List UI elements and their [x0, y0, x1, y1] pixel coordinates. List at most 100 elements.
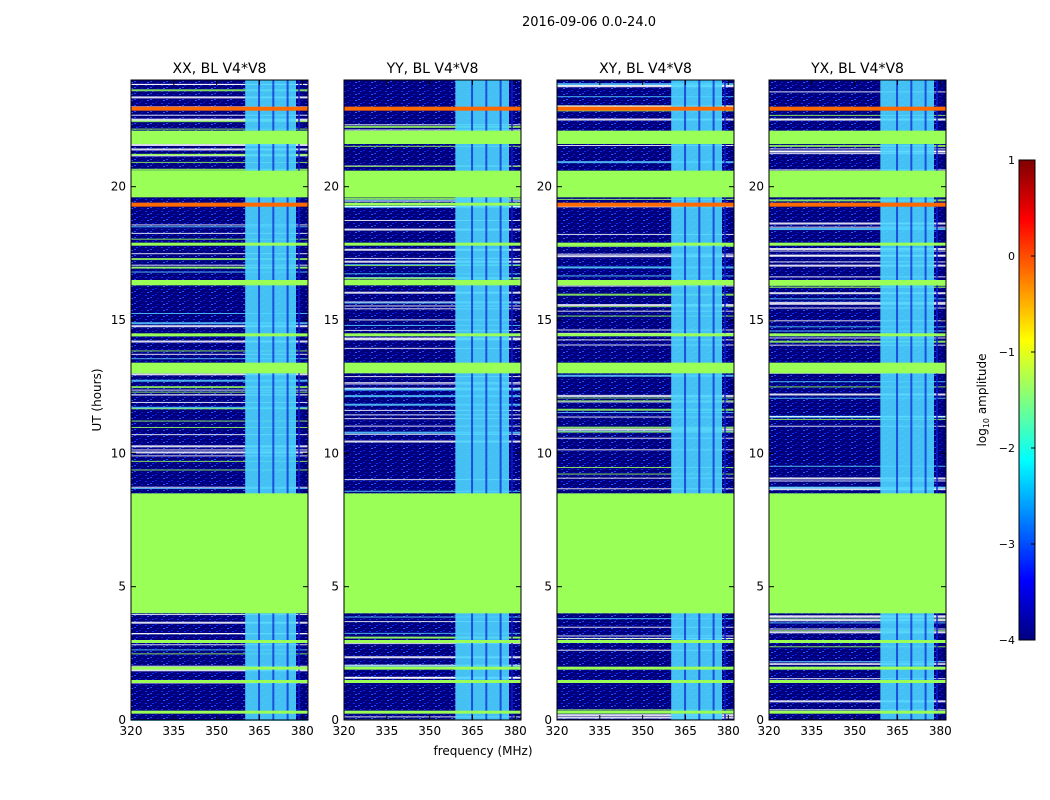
colorbar-tick-label: −2: [999, 442, 1015, 455]
flag-row: [557, 416, 734, 418]
flag-row: [769, 661, 946, 663]
flag-row: [344, 409, 521, 411]
x-tick-label: 365: [248, 724, 271, 738]
y-tick-label: 20: [111, 180, 126, 194]
flag-row: [131, 649, 308, 651]
flag-row: [344, 257, 521, 259]
masked-block: [344, 493, 521, 614]
flag-row: [344, 347, 521, 349]
flag-row: [769, 397, 946, 399]
x-tick-label: 335: [162, 724, 185, 738]
flag-row: [557, 709, 734, 711]
flag-row: [131, 148, 308, 151]
flag-row: [131, 669, 308, 672]
flag-row: [344, 337, 521, 339]
channel-gap: [499, 80, 502, 720]
rfi-row: [131, 710, 308, 714]
flag-row: [131, 445, 308, 448]
flag-row: [344, 228, 521, 231]
flag-row: [557, 332, 734, 334]
flag-row: [344, 490, 521, 492]
flag-row: [769, 228, 946, 231]
flag-row: [131, 143, 308, 146]
masked-block: [557, 130, 734, 144]
flag-row: [131, 469, 308, 471]
flag-row: [344, 632, 521, 634]
channel-gap: [684, 80, 687, 720]
y-tick-label: 5: [118, 580, 126, 594]
flag-row: [769, 153, 946, 155]
flag-row: [557, 477, 734, 479]
channel-gap: [286, 80, 289, 720]
flag-row: [344, 125, 521, 128]
flag-row: [344, 248, 521, 251]
flag-row: [769, 477, 946, 480]
flag-row: [344, 197, 521, 200]
flag-row: [769, 630, 946, 632]
flag-row: [131, 426, 308, 428]
flag-row: [131, 168, 308, 171]
rfi-row: [557, 640, 734, 643]
rfi-row: [769, 640, 946, 643]
flag-row: [344, 440, 521, 443]
masked-block: [131, 280, 308, 286]
flag-row: [769, 700, 946, 703]
flag-row: [769, 250, 946, 252]
flag-row: [557, 244, 734, 247]
flag-row: [344, 643, 521, 645]
y-tick-label: 10: [111, 446, 126, 460]
x-tick-label: 335: [375, 724, 398, 738]
flag-row: [344, 382, 521, 384]
y-tick-label: 15: [324, 313, 339, 327]
flag-row: [557, 394, 734, 396]
panel-3: XY, BL V4*V8 320 335 350 365 380 0 5 10 15 20: [537, 61, 740, 738]
flag-row: [131, 621, 308, 624]
flag-row: [557, 626, 734, 628]
flag-row: [344, 165, 521, 167]
flag-row: [131, 89, 308, 92]
y-tick-label: 5: [331, 580, 339, 594]
flag-row: [131, 455, 308, 457]
flag-row: [769, 418, 946, 420]
flag-row: [557, 488, 734, 490]
flag-row: [344, 302, 521, 304]
panel-title: XX, BL V4*V8: [173, 61, 267, 77]
flag-row: [131, 238, 308, 240]
flag-row: [769, 150, 946, 153]
flag-row: [344, 199, 521, 201]
flag-row: [131, 373, 308, 376]
flag-row: [557, 198, 734, 200]
flag-row: [557, 401, 734, 403]
flag-row: [557, 467, 734, 469]
flag-row: [557, 304, 734, 307]
rfi-row: [344, 242, 521, 246]
masked-block: [131, 170, 308, 198]
channel-gap: [485, 80, 488, 720]
flag-row: [557, 105, 734, 108]
panel-frame: [556, 79, 735, 721]
masked-block: [557, 362, 734, 374]
flag-row: [344, 129, 521, 131]
panel-frame: [768, 79, 947, 721]
masked-block: [769, 170, 946, 198]
masked-block: [131, 493, 308, 614]
rfi-row: [131, 666, 308, 670]
flag-row: [344, 418, 521, 420]
rfi-row: [131, 106, 308, 111]
flag-row: [557, 206, 734, 208]
channel-gap: [924, 80, 927, 720]
rfi-row: [131, 333, 308, 337]
flag-row: [769, 261, 946, 263]
flag-row: [769, 254, 946, 257]
rfi-row: [131, 202, 308, 207]
x-tick-label: 320: [333, 724, 356, 738]
masked-block: [344, 280, 521, 286]
flag-row: [131, 224, 308, 226]
flag-row: [344, 338, 521, 341]
flag-row: [769, 618, 946, 620]
flag-row: [344, 273, 521, 275]
flag-row: [557, 233, 734, 235]
flag-row: [557, 85, 734, 88]
flag-row: [769, 381, 946, 383]
flag-row: [769, 416, 946, 418]
